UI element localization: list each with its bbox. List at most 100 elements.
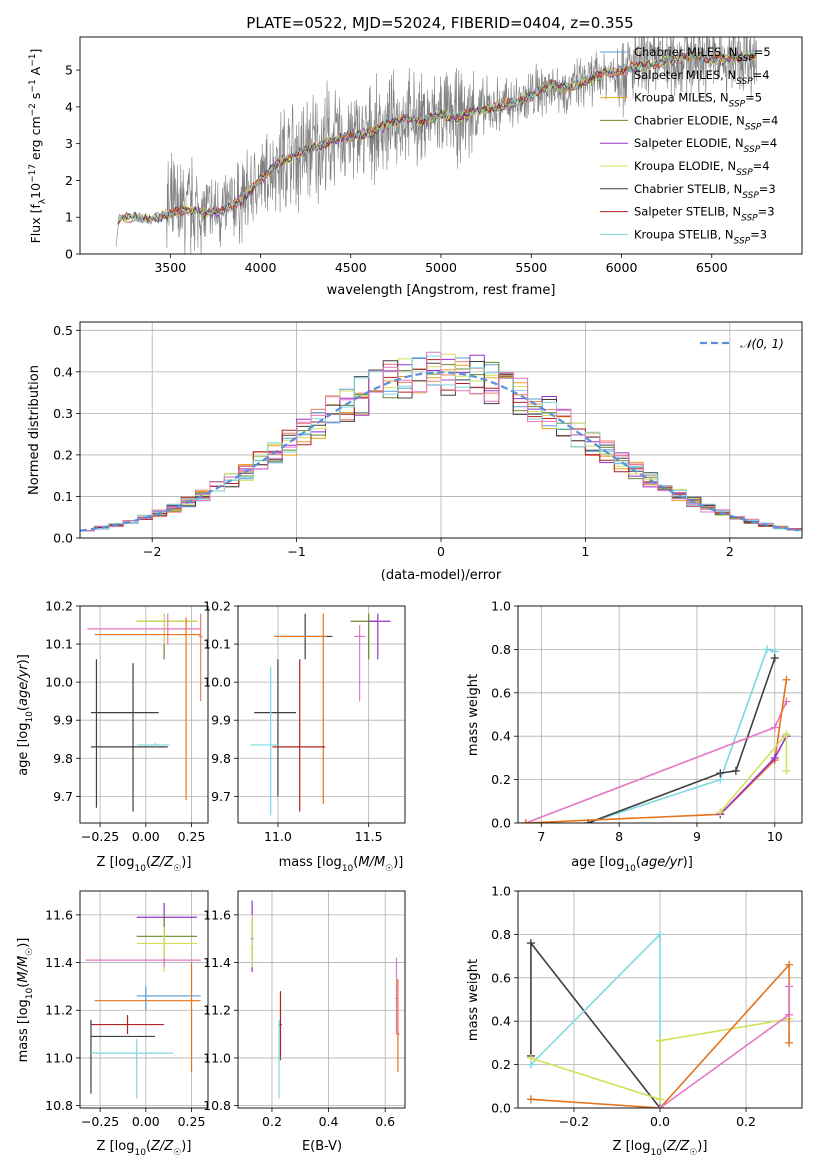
- series-line-orange: [525, 679, 788, 823]
- y-tick-label: 1: [65, 210, 73, 225]
- massweight-vs-Z-axes: −0.2 0.0 0.2 0.0 0.2 0.4 0.6 0.8 1.0 mass weight Z…: [466, 884, 803, 1158]
- data-point-marker: [521, 819, 530, 823]
- spectrum-legend: Chabrier MILES, NSSP=5 Salpeter MILES, NS…: [600, 45, 778, 246]
- spectrum-plot-area: [115, 37, 757, 254]
- y-axis-label: Normed distribution: [27, 365, 42, 495]
- x-tick-label: 6500: [696, 260, 728, 275]
- axes-frame: [79, 890, 209, 1109]
- y-tick-label: 10.0: [45, 675, 73, 690]
- residual-histogram-axes: −2 −1 0 1 2 0.0 0.1 0.2 0.3 0.4 0.5 𝒩(0, 1) Normed d…: [27, 321, 803, 583]
- x-axis-label: (data-model)/error: [381, 568, 502, 583]
- series-line-chab_stelib: [587, 657, 776, 823]
- y-tick-label: 0.2: [53, 447, 73, 462]
- y-tick-label: 9.9: [53, 713, 73, 728]
- x-tick-label: −1: [287, 544, 305, 559]
- legend-entry: Salpeter ELODIE, NSSP=4: [634, 136, 777, 155]
- y-tick-label: 11.2: [203, 1003, 231, 1018]
- y-tick-label: 0.8: [491, 927, 511, 942]
- axes-frame: [237, 605, 406, 824]
- y-tick-label: 11.2: [45, 1003, 73, 1018]
- data-point-marker: [785, 960, 794, 969]
- x-tick-label: 0.4: [319, 1114, 339, 1129]
- y-tick-label: 10.0: [203, 675, 231, 690]
- x-tick-label: 0.0: [650, 1114, 670, 1129]
- y-tick-label: 11.0: [203, 1050, 231, 1065]
- legend-entry: Kroupa STELIB, NSSP=3: [634, 227, 767, 246]
- y-tick-label: 9.8: [53, 751, 73, 766]
- data-point-marker: [782, 730, 791, 739]
- x-tick-label: 4500: [335, 260, 367, 275]
- y-axis-label: mass weight: [466, 959, 481, 1041]
- spectrum-axes: 3500 4000 4500 5000 5500 6000 6500 0 1 2 3 4 5 Chabri…: [65, 36, 803, 298]
- axes-frame: [517, 605, 803, 824]
- y-tick-label: 4: [65, 99, 73, 114]
- data-point-marker: [785, 1038, 794, 1047]
- legend-entry: Chabrier MILES, NSSP=5: [634, 45, 771, 64]
- mass-vs-EBV-axes: 0.2 0.4 0.6 10.8 11.0 11.2 11.4 11.6 E(B-V): [203, 890, 406, 1154]
- x-tick-label: 0: [437, 544, 445, 559]
- age-vs-Z-axes: −0.25 0.00 0.25 9.7 9.8 9.9 10.0 10.1 10.2 age [l…: [16, 599, 209, 874]
- axes-frame: [79, 36, 803, 255]
- data-point-marker: [731, 766, 740, 775]
- series-line-pink: [659, 986, 790, 1108]
- x-tick-label: 0.25: [178, 1114, 206, 1129]
- y-tick-label: 10.2: [203, 599, 231, 614]
- residual-histogram-plot-area: [80, 351, 802, 532]
- axes-frame: [79, 321, 803, 539]
- axes-frame: [517, 890, 803, 1109]
- y-tick-label: 10.1: [203, 637, 231, 652]
- data-point-marker: [770, 753, 779, 762]
- y-axis-label: mass weight: [466, 674, 481, 756]
- x-tick-label: −0.2: [559, 1114, 589, 1129]
- y-tick-label: 0.4: [491, 729, 511, 744]
- x-tick-label: −0.25: [81, 829, 119, 844]
- y-tick-label: 0: [65, 247, 73, 262]
- figure-title: PLATE=0522, MJD=52024, FIBERID=0404, z=0…: [246, 14, 633, 32]
- x-tick-label: 1: [581, 544, 589, 559]
- y-tick-label: 11.6: [45, 907, 73, 922]
- model-line-chab_stelib: [117, 51, 757, 225]
- series-line-krou_stelib: [587, 648, 776, 823]
- age-vs-mass-plot-area: [250, 613, 391, 816]
- y-tick-label: 9.7: [53, 789, 73, 804]
- mass-vs-Z-plot-area: [85, 902, 201, 1099]
- data-point-marker: [656, 1104, 664, 1108]
- x-tick-label: 0.00: [132, 829, 160, 844]
- mass-vs-EBV-plot-area: [250, 900, 400, 1099]
- x-tick-label: 8: [615, 829, 623, 844]
- data-point-marker: [656, 930, 664, 939]
- axes-frame: [237, 890, 406, 1109]
- series-line-pink: [525, 701, 788, 823]
- y-axis-label: age [log10(age/yr)]: [16, 654, 35, 776]
- data-point-marker: [526, 1054, 535, 1063]
- x-tick-label: 0.2: [262, 1114, 282, 1129]
- x-tick-label: 6000: [606, 260, 638, 275]
- x-axis-label: Z [log10(Z/Z☉)]: [97, 855, 192, 874]
- y-tick-label: 10.8: [45, 1098, 73, 1113]
- x-tick-label: −2: [143, 544, 161, 559]
- series-line-chab_stelib: [530, 940, 661, 1108]
- y-tick-label: 0.0: [53, 531, 73, 546]
- data-point-marker: [656, 1036, 664, 1045]
- y-tick-label: 11.6: [203, 907, 231, 922]
- legend-entry: Salpeter STELIB, NSSP=3: [634, 205, 775, 224]
- y-tick-label: 9.8: [211, 751, 231, 766]
- y-tick-label: 5: [65, 63, 73, 78]
- y-tick-label: 10.2: [45, 599, 73, 614]
- data-point-marker: [785, 1010, 794, 1019]
- y-tick-label: 1.0: [491, 884, 511, 899]
- data-point-marker: [656, 1095, 664, 1104]
- legend-entry: 𝒩(0, 1): [740, 337, 784, 351]
- x-axis-label: age [log10(age/yr)]: [571, 855, 693, 874]
- y-tick-label: 0.2: [491, 772, 511, 787]
- data-point-marker: [785, 982, 794, 991]
- data-point-marker: [782, 766, 791, 775]
- data-point-marker: [782, 675, 791, 684]
- y-tick-label: 0.0: [491, 816, 511, 831]
- x-axis-label: E(B-V): [302, 1139, 342, 1154]
- legend-entry: Chabrier STELIB, NSSP=3: [634, 182, 776, 201]
- legend-entry: Kroupa ELODIE, NSSP=4: [634, 159, 770, 178]
- y-tick-label: 3: [65, 136, 73, 151]
- x-tick-label: −0.25: [81, 1114, 119, 1129]
